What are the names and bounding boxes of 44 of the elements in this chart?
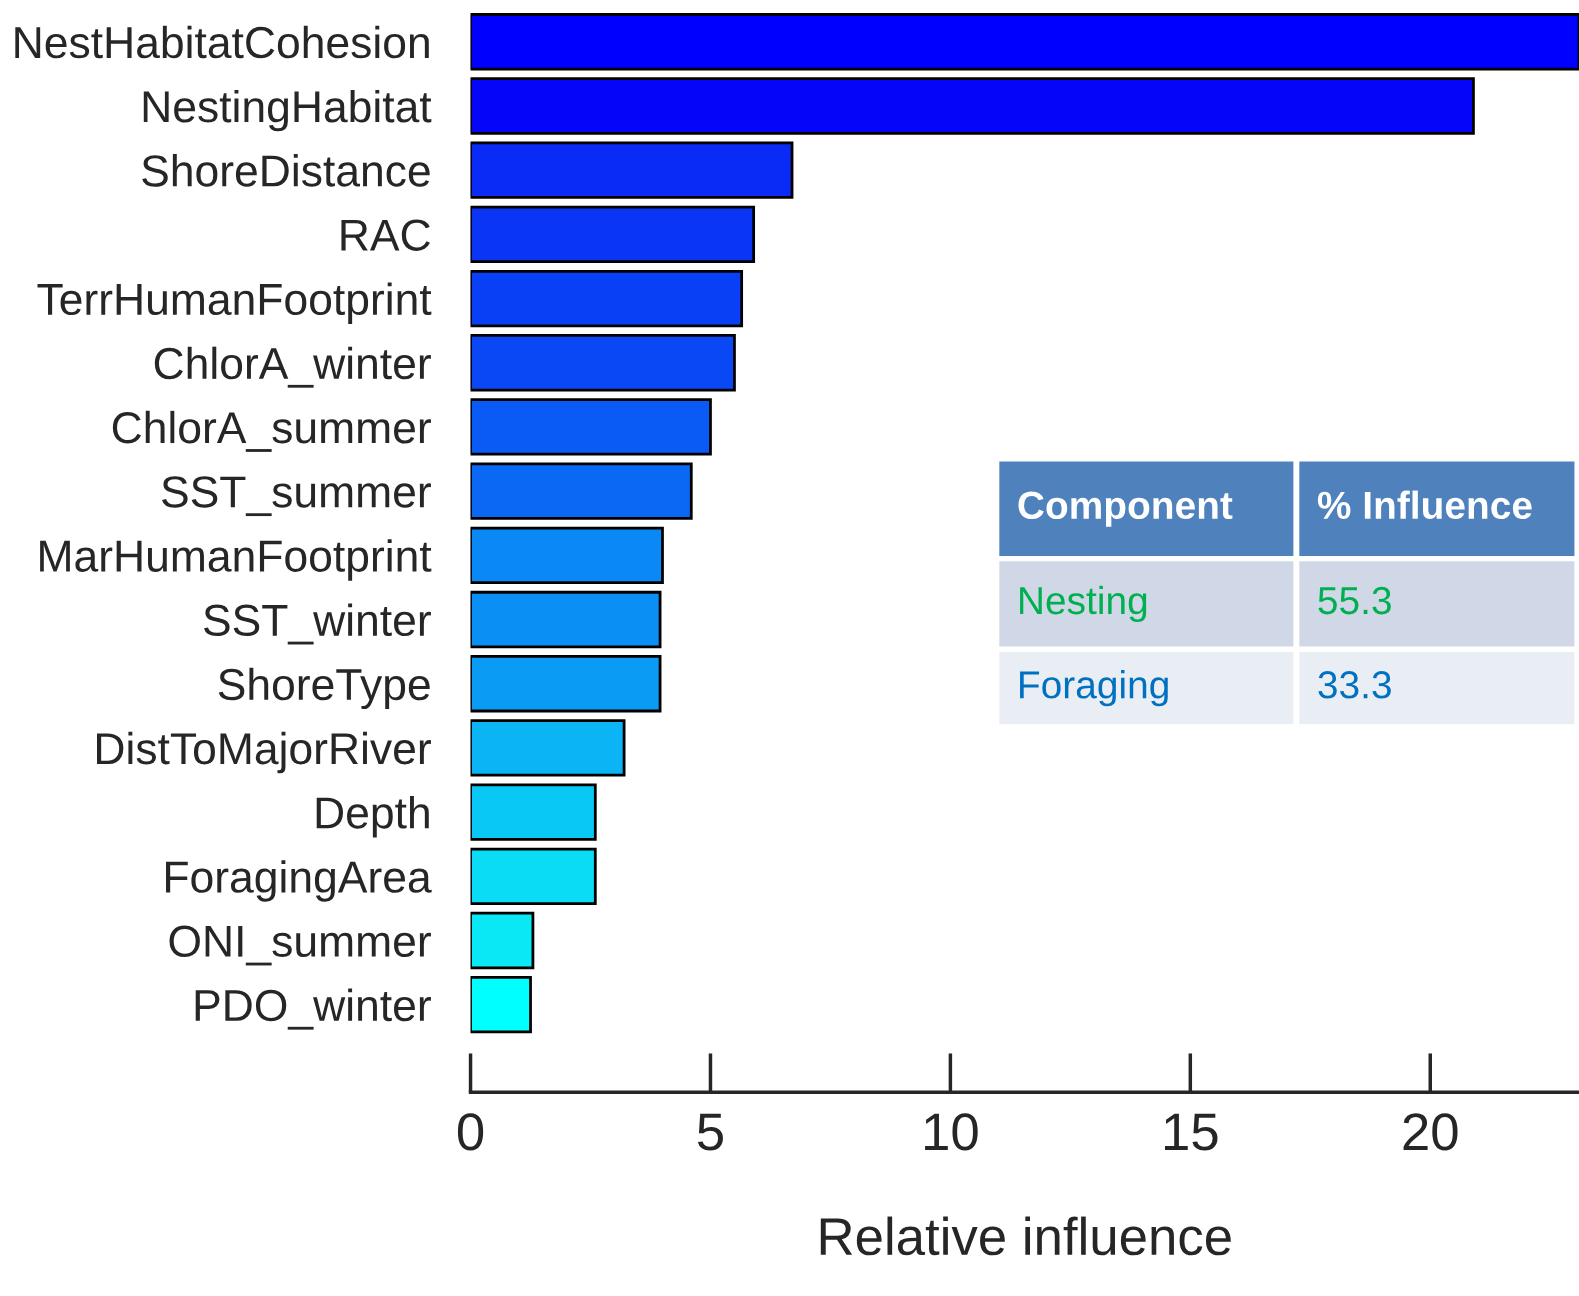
bar	[470, 590, 662, 649]
x-axis-title: Relative influence	[820, 1216, 1231, 1256]
x-tick-label: 20	[1403, 1113, 1458, 1151]
y-tick-label: NestHabitatCohesion	[15, 25, 429, 59]
x-tick-label: 15	[1164, 1113, 1218, 1151]
x-tick-label: 0	[457, 1113, 484, 1151]
annotation: 33.3	[1318, 671, 1391, 699]
bar	[470, 976, 532, 1034]
y-tick-label: ChlorA_summer	[112, 410, 431, 452]
annotation: 55.3	[1318, 586, 1391, 615]
x-tick-label: 10	[925, 1113, 978, 1151]
y-tick-label: ShoreType	[218, 667, 430, 710]
bar	[470, 269, 744, 328]
bar	[470, 783, 597, 841]
annotation: Component	[1018, 491, 1233, 527]
annotation: Nesting	[1020, 585, 1147, 623]
y-tick-label: TerrHumanFootprint	[37, 282, 432, 324]
y-tick-label: ForagingArea	[166, 860, 432, 902]
y-tick-label: DistToMajorRiver	[97, 731, 431, 774]
bar	[470, 141, 794, 199]
y-tick-label: RAC	[341, 219, 430, 251]
bar	[470, 13, 1579, 71]
bar	[470, 334, 736, 392]
annotation: Foraging	[1020, 670, 1168, 707]
bar	[470, 205, 756, 264]
x-tick-label: 5	[697, 1113, 723, 1151]
y-tick-label: Depth	[316, 796, 429, 838]
bar	[470, 655, 662, 713]
annotation: % Influence	[1317, 490, 1532, 520]
y-tick-label: ShoreDistance	[142, 154, 430, 187]
y-tick-label: PDO_winter	[195, 988, 431, 1030]
y-tick-label: SST_winter	[203, 603, 431, 645]
bar	[470, 911, 535, 970]
y-tick-label: NestingHabitat	[143, 89, 432, 132]
y-tick-label: MarHumanFootprint	[40, 539, 432, 581]
bar	[470, 719, 626, 777]
bar	[470, 526, 664, 585]
bar	[470, 77, 1475, 135]
y-tick-label: ONI_summer	[169, 925, 431, 966]
y-tick-label: ChlorA_winter	[154, 346, 431, 388]
bar	[470, 462, 693, 520]
bar	[470, 847, 597, 905]
bar	[470, 398, 712, 456]
y-tick-label: SST_summer	[162, 476, 431, 517]
